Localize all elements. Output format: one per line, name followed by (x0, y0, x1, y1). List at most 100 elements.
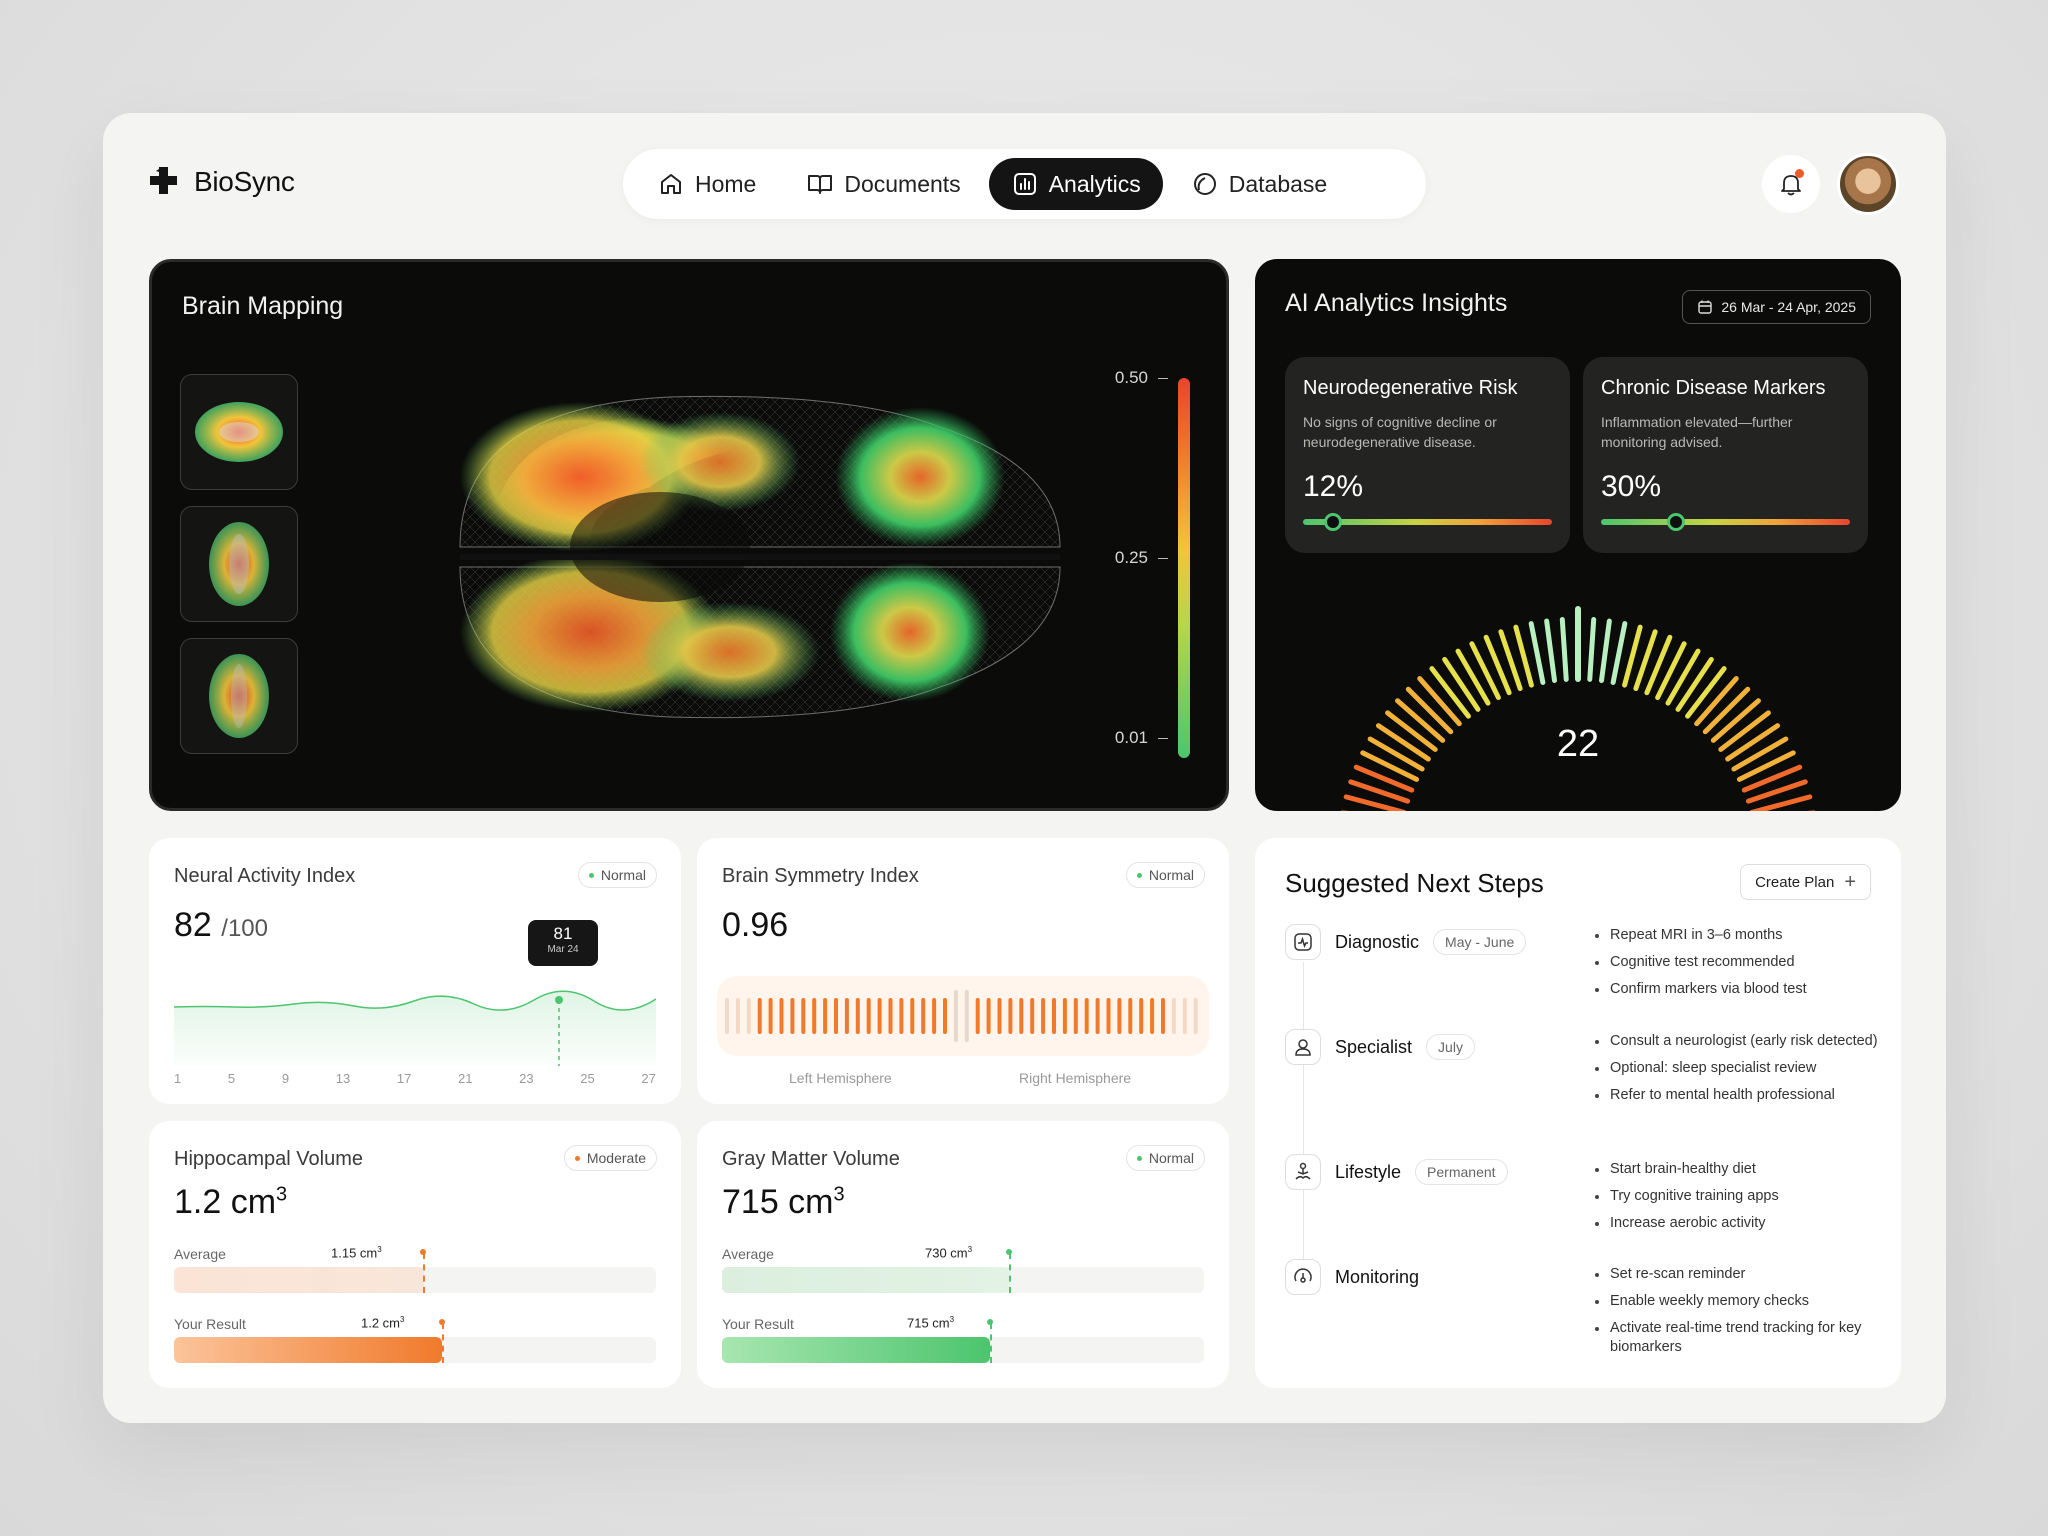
nav-home[interactable]: Home (635, 158, 778, 210)
database-icon (1193, 173, 1216, 195)
neural-activity-title: Neural Activity Index (174, 865, 356, 887)
gauge-tick (1455, 648, 1491, 706)
average-marker (1009, 1253, 1011, 1293)
step-lifestyle[interactable]: Lifestyle Permanent (1285, 1154, 1508, 1190)
average-value: 730 cm3 (925, 1245, 973, 1261)
nav-documents-label: Documents (844, 170, 961, 197)
brain-symmetry-title: Brain Symmetry Index (722, 865, 919, 887)
nav-database[interactable]: Database (1169, 158, 1349, 210)
steps-timeline (1303, 962, 1304, 1262)
gauge-tick (1633, 629, 1658, 692)
gauge-tick (1544, 618, 1558, 684)
suggested-steps-card: Suggested Next Steps Create Plan + Diagn… (1255, 838, 1901, 1388)
gauge-tick (1736, 750, 1796, 782)
symmetry-bar (932, 998, 937, 1034)
gauge-tick (1498, 629, 1523, 692)
symmetry-bar (746, 998, 751, 1034)
nav-documents[interactable]: Documents (784, 158, 982, 210)
symmetry-bar (812, 998, 817, 1034)
list-item: Consult a neurologist (early risk detect… (1593, 1032, 1883, 1051)
status-badge: Normal (577, 862, 657, 888)
symmetry-bar (735, 998, 740, 1034)
gauge-tick (1598, 618, 1612, 684)
create-plan-button[interactable]: Create Plan + (1740, 864, 1871, 900)
gauge-tick (1360, 750, 1420, 782)
status-badge: Normal (1125, 862, 1205, 888)
result-label: Your Result (722, 1316, 794, 1332)
avatar[interactable] (1837, 153, 1899, 215)
gauge-tick (1528, 621, 1546, 685)
step-diagnostic[interactable]: Diagnostic May - June (1285, 924, 1527, 960)
gauge-tick (1417, 676, 1462, 727)
chronic-disease-card[interactable]: Chronic Disease Markers Inflammation ele… (1583, 357, 1868, 553)
brain-thumb-sagittal[interactable] (180, 638, 298, 754)
step-monitoring[interactable]: Monitoring (1285, 1259, 1419, 1295)
brain-thumb-coronal[interactable] (180, 506, 298, 622)
risk-title: Chronic Disease Markers (1601, 377, 1826, 399)
symmetry-bar (1128, 998, 1133, 1034)
symmetry-bar (1182, 998, 1187, 1034)
diagnostic-bullets: Repeat MRI in 3–6 months Cognitive test … (1593, 926, 1883, 1007)
risk-percentage: 30% (1601, 470, 1662, 503)
symmetry-bar (964, 990, 969, 1042)
person-icon (1285, 1029, 1321, 1065)
gauge-tick (1483, 634, 1512, 696)
symmetry-bar (1041, 998, 1046, 1034)
neurodegenerative-risk-card[interactable]: Neurodegenerative Risk No signs of cogni… (1285, 357, 1570, 553)
gauge-tick (1725, 723, 1781, 762)
average-bar (174, 1267, 656, 1293)
step-specialist[interactable]: Specialist July (1285, 1029, 1475, 1065)
scale-tick-mid: 0.25 (1115, 548, 1168, 568)
gauge-tick (1731, 736, 1789, 772)
list-item: Activate real-time trend tracking for ke… (1593, 1319, 1883, 1357)
notifications-button[interactable] (1762, 155, 1820, 213)
gauge-tick (1694, 676, 1739, 727)
ai-insights-title: AI Analytics Insights (1285, 289, 1508, 317)
brain-mapping-card: Brain Mapping (149, 259, 1229, 811)
symmetry-bar (768, 998, 773, 1034)
x-axis: 1 5 9 13 17 21 23 25 27 (174, 1071, 656, 1086)
risk-level-knob (1323, 513, 1342, 531)
date-range-picker[interactable]: 26 Mar - 24 Apr, 2025 (1682, 290, 1871, 324)
status-badge: Normal (1125, 1145, 1205, 1171)
plus-icon: + (1844, 870, 1856, 893)
brain-symmetry-card: Brain Symmetry Index Normal 0.96 Left He… (697, 838, 1229, 1104)
list-item: Optional: sleep specialist review (1593, 1059, 1883, 1078)
date-range-text: 26 Mar - 24 Apr, 2025 (1721, 299, 1856, 315)
monitoring-bullets: Set re-scan reminder Enable weekly memor… (1593, 1265, 1883, 1365)
symmetry-bar (943, 998, 947, 1034)
list-item: Enable weekly memory checks (1593, 1292, 1883, 1311)
symmetry-bar (997, 998, 1002, 1034)
nav-analytics[interactable]: Analytics (988, 158, 1163, 210)
symmetry-bar (790, 998, 795, 1034)
gauge-tick (1685, 666, 1727, 719)
steps-title: Suggested Next Steps (1285, 868, 1544, 898)
logo[interactable]: BioSync (148, 165, 295, 199)
gauge-tick (1710, 698, 1761, 743)
gauge-tick (1513, 624, 1534, 688)
step-name: Diagnostic (1335, 931, 1420, 952)
book-icon (808, 175, 833, 194)
step-name: Monitoring (1335, 1266, 1420, 1287)
calendar-icon (1698, 300, 1713, 314)
symmetry-bar (1095, 998, 1100, 1034)
average-marker (423, 1253, 425, 1293)
left-hemisphere-label: Left Hemisphere (789, 1070, 892, 1086)
logo-icon (150, 167, 177, 194)
symmetry-bar (1161, 998, 1165, 1034)
symmetry-bar (1019, 998, 1024, 1034)
gauge-tick (1348, 779, 1411, 804)
symmetry-background (717, 976, 1209, 1056)
brain-thumbnail-image (209, 522, 269, 606)
heatmap-scale-bar (1178, 378, 1190, 758)
brain-thumbnail-image (195, 402, 283, 462)
risk-level-track (1601, 513, 1850, 531)
symmetry-bar (1150, 998, 1155, 1034)
list-item: Set re-scan reminder (1593, 1265, 1883, 1284)
symmetry-bar (899, 998, 904, 1034)
symmetry-bar (953, 990, 958, 1042)
brain-mapping-title: Brain Mapping (182, 292, 344, 320)
brain-thumb-axial[interactable] (180, 374, 298, 490)
symmetry-bar (921, 998, 926, 1034)
gauge-tick (1644, 634, 1673, 696)
